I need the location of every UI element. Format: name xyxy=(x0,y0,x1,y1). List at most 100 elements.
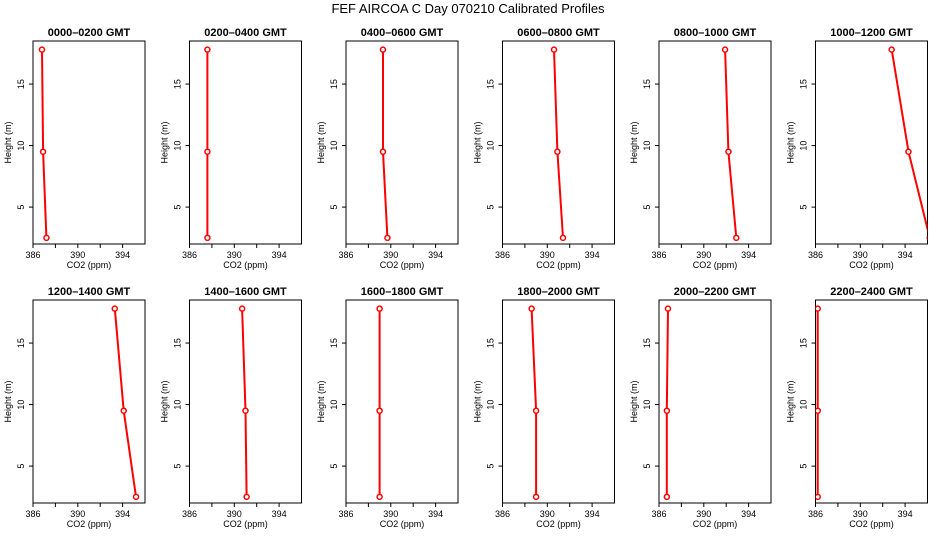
profile-line xyxy=(382,49,389,238)
x-tick-label: 394 xyxy=(428,250,443,260)
plot-frame xyxy=(189,40,302,245)
y-tick-label: 15 xyxy=(173,338,183,348)
x-tick-label: 386 xyxy=(651,509,666,519)
y-axis: 5 10 15 Height (m) xyxy=(3,79,33,210)
profile-line xyxy=(553,49,564,238)
profile-line xyxy=(241,308,248,497)
y-axis: 5 10 15 Height (m) xyxy=(786,338,816,469)
profile-point xyxy=(721,46,729,53)
profile-series xyxy=(38,46,50,242)
x-tick-label: 390 xyxy=(227,509,242,519)
panel-title: 2200–2400 GMT xyxy=(830,286,913,298)
x-axis-label: CO2 (ppm) xyxy=(693,260,738,270)
profile-point xyxy=(376,305,383,312)
y-axis: 5 10 15 Height (m) xyxy=(473,338,503,469)
x-tick-label: 390 xyxy=(70,509,85,519)
profile-point xyxy=(815,305,821,312)
y-tick-label: 5 xyxy=(16,464,26,469)
x-axis-label: CO2 (ppm) xyxy=(67,260,112,270)
profile-point xyxy=(725,148,732,155)
y-axis-label: Height (m) xyxy=(629,121,639,163)
y-axis-label: Height (m) xyxy=(160,121,170,163)
profile-point xyxy=(815,407,821,414)
panel-4: 0600–0800 GMT 386 390 394 CO2 (ppm) 5 10 15 Heig… xyxy=(473,27,615,270)
panel-title: 0200–0400 GMT xyxy=(204,27,287,39)
y-tick-label: 5 xyxy=(486,205,496,210)
x-tick-label: 394 xyxy=(741,509,756,519)
y-tick-label: 10 xyxy=(486,400,496,410)
x-tick-label: 390 xyxy=(70,250,85,260)
x-axis-label: CO2 (ppm) xyxy=(380,519,425,529)
profile-point xyxy=(733,234,740,242)
profile-point xyxy=(528,305,535,312)
y-tick-label: 10 xyxy=(173,400,183,410)
profile-point xyxy=(532,493,540,501)
x-tick-label: 394 xyxy=(115,509,130,519)
y-tick-label: 5 xyxy=(799,205,809,210)
profile-point xyxy=(43,234,50,242)
profile-point xyxy=(204,148,211,155)
y-axis-label: Height (m) xyxy=(3,121,13,163)
y-axis: 5 10 15 Height (m) xyxy=(160,79,190,210)
profile-point xyxy=(242,407,249,414)
y-axis-label: Height (m) xyxy=(160,380,170,422)
x-axis-label: CO2 (ppm) xyxy=(693,519,738,529)
profile-point xyxy=(550,46,558,53)
x-tick-label: 386 xyxy=(25,250,40,260)
x-tick-label: 390 xyxy=(853,250,868,260)
panel-title: 1200–1400 GMT xyxy=(48,286,131,298)
y-tick-label: 5 xyxy=(173,464,183,469)
y-axis-label: Height (m) xyxy=(3,380,13,422)
panel-title: 0400–0600 GMT xyxy=(361,27,444,39)
plot-frame xyxy=(345,40,459,245)
x-tick-label: 394 xyxy=(585,250,600,260)
profile-series xyxy=(721,46,740,242)
y-tick-label: 10 xyxy=(173,141,183,151)
panel-10: 1800–2000 GMT 386 390 394 CO2 (ppm) 5 10 15 Heig… xyxy=(473,286,615,529)
y-axis-label: Height (m) xyxy=(786,380,796,422)
y-tick-label: 10 xyxy=(486,141,496,151)
y-tick-label: 15 xyxy=(486,338,496,348)
y-axis: 5 10 15 Height (m) xyxy=(160,338,190,469)
x-tick-label: 386 xyxy=(182,509,197,519)
x-tick-label: 394 xyxy=(585,509,600,519)
page-title: FEF AIRCOA C Day 070210 Calibrated Profi… xyxy=(331,1,605,16)
plot-frame xyxy=(658,40,772,245)
y-tick-label: 5 xyxy=(799,464,809,469)
profile-point xyxy=(39,148,47,155)
profile-point xyxy=(888,46,895,53)
x-tick-label: 386 xyxy=(338,509,353,519)
profile-point xyxy=(815,493,821,501)
y-tick-label: 15 xyxy=(16,79,26,89)
profile-point xyxy=(238,305,246,312)
panel-title: 0000–0200 GMT xyxy=(48,27,131,39)
profile-series xyxy=(888,46,928,241)
y-tick-label: 5 xyxy=(329,464,339,469)
profile-series xyxy=(238,305,250,501)
profile-point xyxy=(376,493,383,501)
profile-series xyxy=(550,46,567,242)
x-tick-label: 386 xyxy=(495,250,510,260)
panel-2: 0200–0400 GMT 386 390 394 CO2 (ppm) 5 10 15 Heig… xyxy=(160,27,302,270)
profile-point xyxy=(532,407,540,414)
x-tick-label: 394 xyxy=(428,509,443,519)
y-tick-label: 5 xyxy=(329,205,339,210)
y-tick-label: 5 xyxy=(642,205,652,210)
x-tick-label: 390 xyxy=(540,509,555,519)
plot-frame xyxy=(32,40,146,245)
panel-title: 1400–1600 GMT xyxy=(204,286,287,298)
profile-point xyxy=(120,407,127,414)
y-tick-label: 10 xyxy=(329,141,339,151)
panel-title: 1600–1800 GMT xyxy=(361,286,444,298)
profile-point xyxy=(376,407,383,414)
y-tick-label: 10 xyxy=(799,141,809,151)
